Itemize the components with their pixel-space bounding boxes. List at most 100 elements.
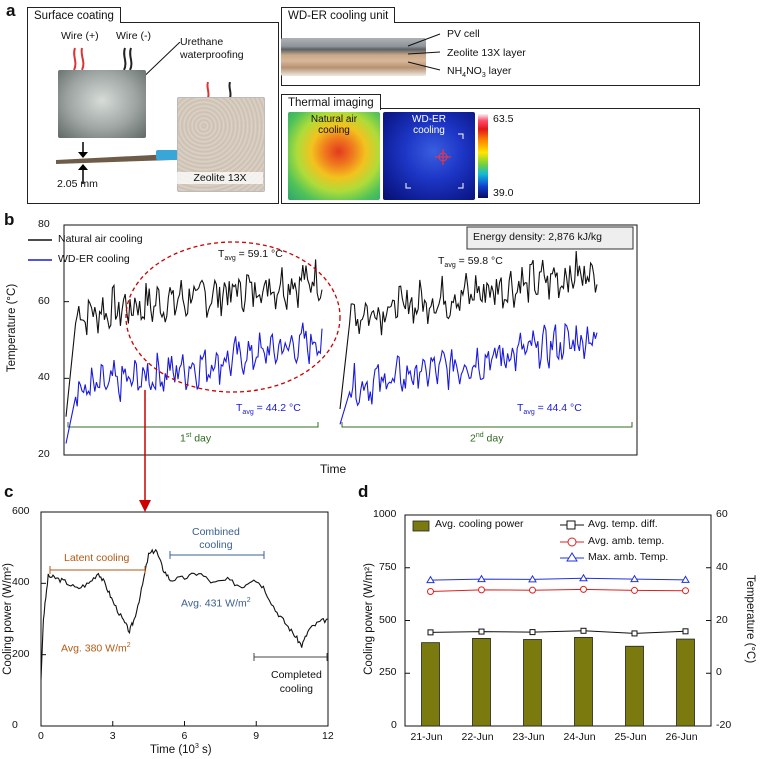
temp-diff-marker [580,627,587,634]
thermal-colorbar [478,114,488,198]
panel-d-y-tick-label: 750 [379,560,397,573]
panel-d-y2-tick-label: 20 [716,613,728,626]
highlight-ellipse [125,241,341,393]
red-arrow [139,390,151,512]
panel-b-y-tick-label: 20 [38,448,50,460]
cooling-power-bar [421,642,440,727]
panel-b-y-tick-label: 80 [38,218,50,230]
urethane-line1: Urethane [180,36,224,48]
panel-d-chart [404,514,712,727]
cooling-unit-title: WD-ER cooling unit [281,7,396,23]
panel-d-y-tick-label: 1000 [373,508,397,520]
panel-d-y2-label: Temperature (°C) [744,574,756,664]
combined-cooling-label: Combined cooling [192,526,240,551]
thermal-min-label: 39.0 [493,187,514,199]
panel-b-x-label: Time [320,462,347,476]
panel-c-x-tick-label: 6 [181,730,188,742]
coated-sample-photo [58,70,146,138]
panel-b-y-tick-label: 40 [38,371,50,384]
nh4no3-layer-label: NH4NO3 layer [447,65,512,80]
cooling-power-bar [625,645,644,727]
cooling-power-line [40,548,329,680]
panel-d-y2-tick-label: 40 [716,560,728,573]
avg-380-label: Avg. 380 W/m2 [61,642,131,655]
amb-temp-marker [529,586,536,594]
panel-d-y2-tick-label: 60 [716,508,728,520]
zeolite-label: Zeolite 13X [177,172,263,184]
completed-bracket [253,653,328,661]
amb-temp-marker [427,587,434,595]
legend-triangle-marker [566,552,578,562]
legend-max-amb-temp: Max. amb. Temp. [588,551,669,563]
zeolite-wires [206,82,232,98]
max-temp-marker [630,574,639,583]
legend-bar-marker [412,520,430,532]
temp-diff-marker [478,628,485,635]
panel-label-b: b [4,210,15,229]
urethane-label: Urethane waterproofing [180,36,244,62]
urethane-line2: waterproofing [180,49,244,61]
amb-temp-marker [682,587,689,595]
panel-b-y-ticks [64,224,69,456]
panel-label-a: a [6,1,16,20]
completed-cooling-label: Completed cooling [271,669,322,695]
amb-temp-marker [631,586,638,594]
natural-cooling-thermal-label: Natural air cooling [310,114,358,136]
panel-label-c: c [4,482,14,501]
panel-d-y-tick-label: 0 [391,719,397,731]
thermal-title: Thermal imaging [281,94,381,110]
panel-c-y-tick-label: 200 [12,647,30,660]
latent-bracket [49,566,146,574]
series-line-3 [430,577,686,581]
panel-b-y-label: Temperature (°C) [6,283,18,373]
max-temp-marker [477,574,486,583]
panel-c-y-tick-label: 0 [12,719,18,731]
day2-label: 2nd day [470,432,504,445]
panel-d-y-tick-label: 250 [379,666,397,679]
cooling-power-bar [472,638,491,727]
panel-d-x-tick-label: 22-Jun [461,731,494,743]
panel-b-chart [28,224,638,456]
cooling-power-bar [676,638,695,727]
cooling-unit-photo [281,38,426,76]
surface-coating-frame [27,22,279,204]
panel-b-y-tick-label: 60 [38,294,50,307]
panel-c-x-label: Time (103 s) [150,743,212,756]
max-temp-marker [681,575,690,583]
legend-square-marker [566,520,576,530]
temp-diff-marker [682,628,689,635]
day1-bracket [67,422,319,428]
surface-coating-title: Surface coating [27,7,121,23]
wder-cooling-thermal-image [383,112,475,200]
wire-positive-label: Wire (+) [61,30,99,42]
panel-c-chart [40,511,329,727]
max-temp-marker [528,574,537,583]
panel-d-y-label: Cooling power (W/m²) [363,563,375,675]
thermal-max-label: 63.5 [493,113,514,125]
pv-cell-label: PV cell [447,28,480,40]
panel-b-axes [63,224,638,456]
panel-d-x-tick-label: 25-Jun [614,731,647,743]
temp-diff-marker [631,630,638,637]
panel-d-x-tick-label: 24-Jun [563,731,596,743]
panel-c-y-tick-label: 400 [12,576,30,589]
amb-temp-marker [478,586,485,594]
panel-d-y-tick-label: 500 [379,613,397,626]
series-line-1 [430,630,686,634]
energy-density-label: Energy density: 2,876 kJ/kg [473,231,602,243]
panel-d-axes [404,514,712,727]
zeolite-layer-label: Zeolite 13X layer [447,47,526,59]
combined-bracket [169,551,265,559]
wder-cooling-line-day1 [65,322,323,444]
legend-avg-cooling-power: Avg. cooling power [435,518,524,530]
legend-circle-marker [567,537,577,547]
thickness-label: 2.05 mm [57,178,98,190]
cooling-unit-pointers [407,33,441,71]
tavg-day1-natural: Tavg = 59.1 °C [218,248,283,263]
day1-label: 1st day [180,432,212,445]
legend-avg-amb-temp: Avg. amb. temp. [588,535,665,547]
panel-d-x-tick-label: 26-Jun [665,731,698,743]
legend-natural-label: Natural air cooling [58,233,143,245]
day2-bracket [341,422,633,428]
latent-cooling-label: Latent cooling [64,552,130,564]
